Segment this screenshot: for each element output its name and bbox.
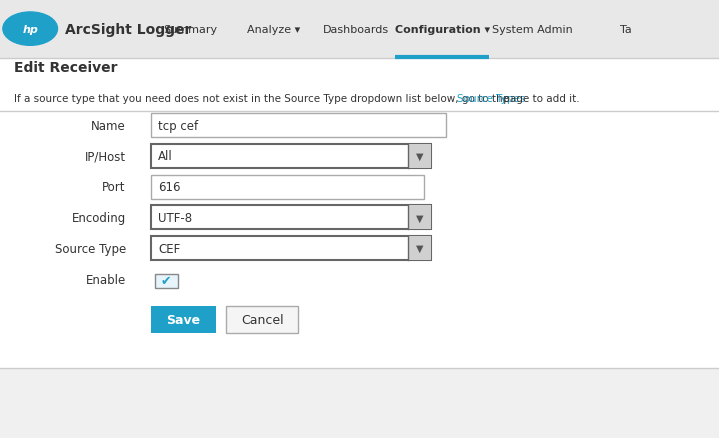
FancyBboxPatch shape [0,368,719,438]
FancyBboxPatch shape [0,59,719,438]
FancyBboxPatch shape [151,114,446,138]
Text: page to add it.: page to add it. [500,94,580,103]
Text: Source Types: Source Types [457,94,525,103]
FancyBboxPatch shape [151,237,431,261]
FancyBboxPatch shape [408,206,431,230]
FancyBboxPatch shape [155,274,178,288]
Text: 616: 616 [158,181,180,194]
Text: If a source type that you need does not exist in the Source Type dropdown list b: If a source type that you need does not … [14,94,513,103]
FancyBboxPatch shape [151,175,424,199]
Text: ✔: ✔ [161,275,171,288]
Text: tcp cef: tcp cef [158,120,198,132]
Text: Cancel: Cancel [241,313,284,326]
Text: Port: Port [102,181,126,194]
FancyBboxPatch shape [151,206,431,230]
Text: ArcSight Logger: ArcSight Logger [65,23,191,36]
Text: Name: Name [91,120,126,132]
Text: Analyze ▾: Analyze ▾ [247,25,300,35]
Text: hp: hp [22,25,38,35]
Text: Encoding: Encoding [72,212,126,224]
Text: CEF: CEF [158,242,180,255]
Text: Configuration ▾: Configuration ▾ [395,25,490,35]
FancyBboxPatch shape [151,307,216,333]
Text: UTF-8: UTF-8 [158,212,192,224]
FancyBboxPatch shape [408,237,431,261]
FancyBboxPatch shape [0,0,719,59]
FancyBboxPatch shape [151,145,431,169]
FancyBboxPatch shape [226,307,298,333]
Text: ▼: ▼ [416,244,423,254]
Text: System Admin: System Admin [492,25,572,35]
Text: Ta: Ta [620,25,631,35]
Text: All: All [158,150,173,163]
Text: IP/Host: IP/Host [85,150,126,163]
Text: Dashboards: Dashboards [323,25,389,35]
FancyBboxPatch shape [408,145,431,169]
Circle shape [3,13,58,46]
Text: ▼: ▼ [416,152,423,162]
Text: Summary: Summary [163,25,218,35]
Text: Edit Receiver: Edit Receiver [14,61,118,75]
Text: ▼: ▼ [416,213,423,223]
Text: Save: Save [166,313,201,326]
Text: Enable: Enable [86,274,126,287]
Text: Source Type: Source Type [55,242,126,255]
